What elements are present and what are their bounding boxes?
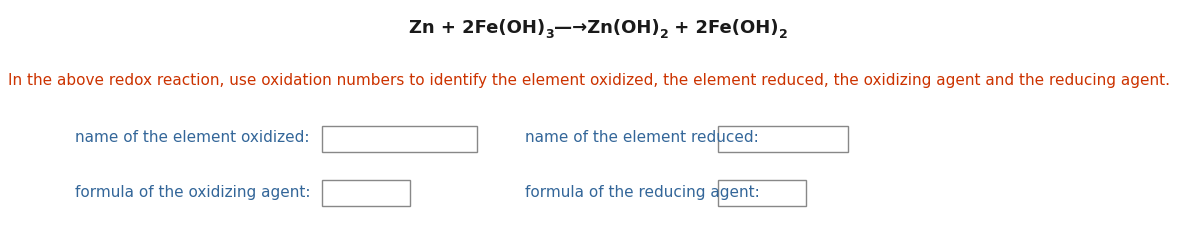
- Text: formula of the reducing agent:: formula of the reducing agent:: [525, 184, 760, 199]
- Text: Zn + 2Fe(OH): Zn + 2Fe(OH): [409, 19, 546, 37]
- Text: name of the element oxidized:: name of the element oxidized:: [75, 130, 310, 145]
- Bar: [322, 126, 476, 152]
- Text: formula of the oxidizing agent:: formula of the oxidizing agent:: [75, 184, 310, 199]
- Text: 2: 2: [779, 29, 788, 41]
- Bar: [718, 126, 847, 152]
- Text: 3: 3: [546, 29, 554, 41]
- Text: 2: 2: [660, 29, 668, 41]
- Text: —→Zn(OH): —→Zn(OH): [554, 19, 660, 37]
- Text: name of the element reduced:: name of the element reduced:: [525, 130, 759, 145]
- Bar: [718, 180, 806, 206]
- Bar: [322, 180, 411, 206]
- Text: In the above redox reaction, use oxidation numbers to identify the element oxidi: In the above redox reaction, use oxidati…: [8, 73, 1169, 88]
- Text: + 2Fe(OH): + 2Fe(OH): [668, 19, 779, 37]
